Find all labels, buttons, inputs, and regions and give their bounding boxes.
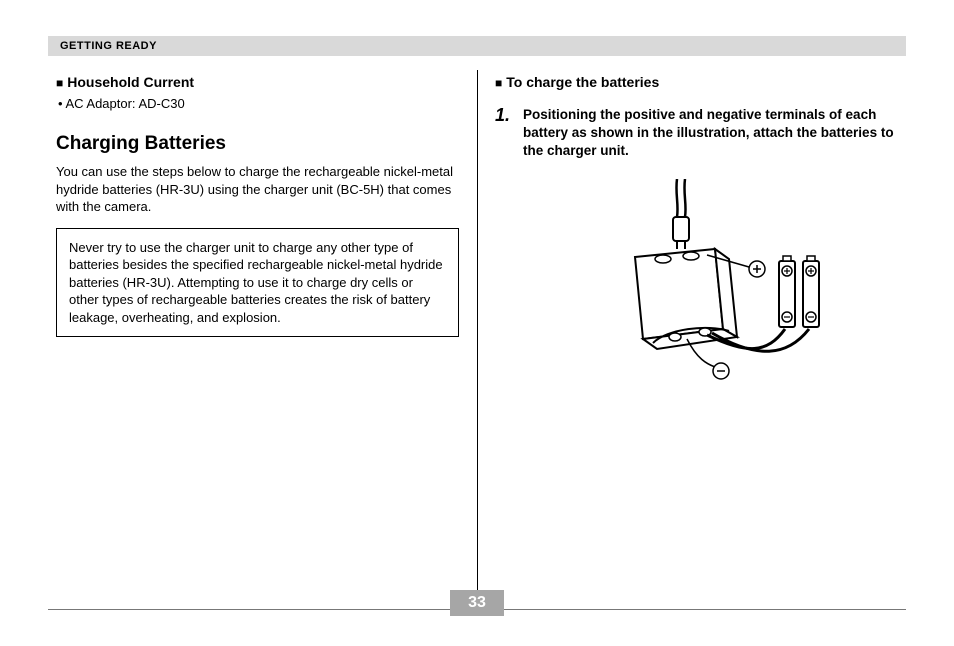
footer: 33 bbox=[48, 586, 906, 616]
section-title: Charging Batteries bbox=[56, 133, 459, 155]
content-area: ■Household Current • AC Adaptor: AD-C30 … bbox=[48, 70, 906, 576]
charger-illustration bbox=[495, 179, 898, 394]
warning-box: Never try to use the charger unit to cha… bbox=[56, 228, 459, 338]
adaptor-bullet: • AC Adaptor: AD-C30 bbox=[56, 96, 459, 111]
left-column: ■Household Current • AC Adaptor: AD-C30 … bbox=[48, 70, 475, 576]
warning-text: Never try to use the charger unit to cha… bbox=[69, 240, 443, 325]
intro-paragraph: You can use the steps below to charge th… bbox=[56, 163, 459, 216]
right-column: ■ To charge the batteries 1. Positioning … bbox=[475, 70, 906, 576]
battery-1-icon bbox=[779, 256, 795, 327]
left-subheading: ■ Household Current bbox=[56, 74, 459, 90]
charger-svg bbox=[557, 179, 837, 389]
square-bullet-icon: ■ bbox=[56, 76, 63, 90]
section-header-text: GETTING READY bbox=[60, 40, 157, 52]
step-text: Positioning the positive and negative te… bbox=[523, 106, 898, 161]
right-subheading-text: To charge the batteries bbox=[506, 74, 659, 90]
step-1: 1. Positioning the positive and negative… bbox=[495, 106, 898, 161]
square-bullet-icon: ■ bbox=[495, 76, 502, 90]
page-number: 33 bbox=[468, 594, 486, 612]
left-subheading-text: Household Current bbox=[67, 74, 194, 90]
section-header-bar: GETTING READY bbox=[48, 36, 906, 56]
page-number-badge: 33 bbox=[450, 590, 504, 616]
step-number: 1. bbox=[495, 106, 517, 161]
battery-2-icon bbox=[803, 256, 819, 327]
right-subheading: ■ To charge the batteries bbox=[495, 74, 898, 90]
